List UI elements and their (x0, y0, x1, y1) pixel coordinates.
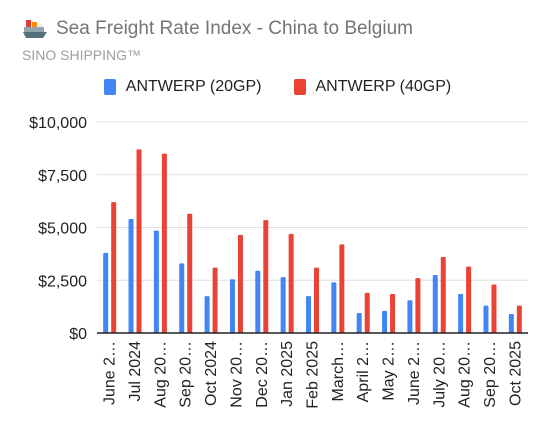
bar-20gp[interactable] (458, 293, 464, 333)
x-tick-label: Jul 2024 (127, 341, 144, 402)
bar-20gp[interactable] (280, 277, 286, 333)
x-tick-label: Sep 20… (178, 341, 195, 408)
y-tick-label: $10,000 (29, 115, 87, 132)
bar-40gp[interactable] (314, 267, 319, 333)
bar-40gp[interactable] (364, 292, 370, 333)
legend-swatch-40gp (293, 79, 306, 95)
x-tick-label: Aug 20… (457, 341, 474, 408)
bar-20gp[interactable] (103, 252, 109, 333)
bar-20gp[interactable] (255, 270, 261, 333)
x-tick-label: June 2… (406, 341, 423, 405)
x-tick-label: Nov 20… (228, 341, 245, 408)
legend-swatch-20gp (103, 79, 116, 95)
y-tick-label: $0 (69, 326, 87, 343)
bar-20gp[interactable] (306, 296, 311, 333)
x-tick-label: Oct 2024 (203, 341, 220, 406)
bar-40gp[interactable] (288, 233, 294, 333)
bar-20gp[interactable] (229, 279, 235, 333)
y-tick-label: $2,500 (38, 273, 87, 290)
bar-20gp[interactable] (407, 300, 413, 333)
x-tick-label: March… (330, 341, 347, 401)
bar-20gp[interactable] (179, 263, 185, 333)
legend-label-20gp: ANTWERP (20GP) (125, 78, 262, 95)
x-tick-label: May 2… (381, 341, 398, 401)
legend-item-20gp[interactable]: ANTWERP (20GP) (103, 78, 262, 96)
bar-20gp[interactable] (204, 296, 210, 333)
x-tick-label: Oct 2025 (507, 341, 524, 406)
bar-40gp[interactable] (491, 284, 497, 333)
bar-40gp[interactable] (187, 213, 193, 333)
bar-40gp[interactable] (263, 220, 269, 333)
bar-40gp[interactable] (390, 293, 396, 333)
x-tick-label: Aug 20… (152, 341, 169, 408)
bar-20gp[interactable] (153, 230, 159, 333)
title-row: Sea Freight Rate Index - China to Belgiu… (22, 18, 413, 40)
ship-icon (23, 20, 47, 38)
y-tick-label: $7,500 (38, 168, 87, 185)
bar-40gp[interactable] (212, 267, 218, 333)
bar-40gp[interactable] (136, 149, 142, 333)
x-tick-label: July 20… (431, 341, 448, 408)
bar-40gp[interactable] (516, 305, 522, 333)
chart-title: Sea Freight Rate Index - China to Belgiu… (56, 18, 413, 39)
bar-40gp[interactable] (440, 257, 446, 333)
x-tick-label: Jan 2025 (279, 341, 296, 407)
bar-40gp[interactable] (237, 234, 243, 333)
y-tick-label: $5,000 (38, 221, 87, 238)
bar-20gp[interactable] (432, 274, 438, 333)
bar-20gp[interactable] (508, 314, 514, 333)
bar-20gp[interactable] (331, 282, 337, 333)
x-tick-label: June 2… (102, 341, 119, 405)
bar-20gp[interactable] (356, 312, 362, 333)
bar-20gp[interactable] (483, 305, 489, 333)
x-tick-label: Feb 2025 (305, 341, 322, 409)
x-tick-label: April 2… (355, 341, 372, 402)
bar-40gp[interactable] (466, 266, 472, 333)
chart-subtitle: SINO SHIPPING™ (22, 47, 142, 63)
x-tick-label: Sep 20… (482, 341, 499, 408)
bar-40gp[interactable] (339, 244, 345, 333)
legend-label-40gp: ANTWERP (40GP) (315, 78, 452, 95)
bar-20gp[interactable] (128, 219, 134, 333)
bar-40gp[interactable] (161, 153, 167, 333)
bar-20gp[interactable] (382, 310, 388, 333)
bar-40gp[interactable] (111, 202, 117, 333)
bar-40gp[interactable] (415, 278, 421, 333)
legend: ANTWERP (20GP) ANTWERP (40GP) (0, 78, 555, 96)
x-tick-label: Dec 20… (254, 341, 271, 408)
legend-item-40gp[interactable]: ANTWERP (40GP) (293, 78, 452, 96)
